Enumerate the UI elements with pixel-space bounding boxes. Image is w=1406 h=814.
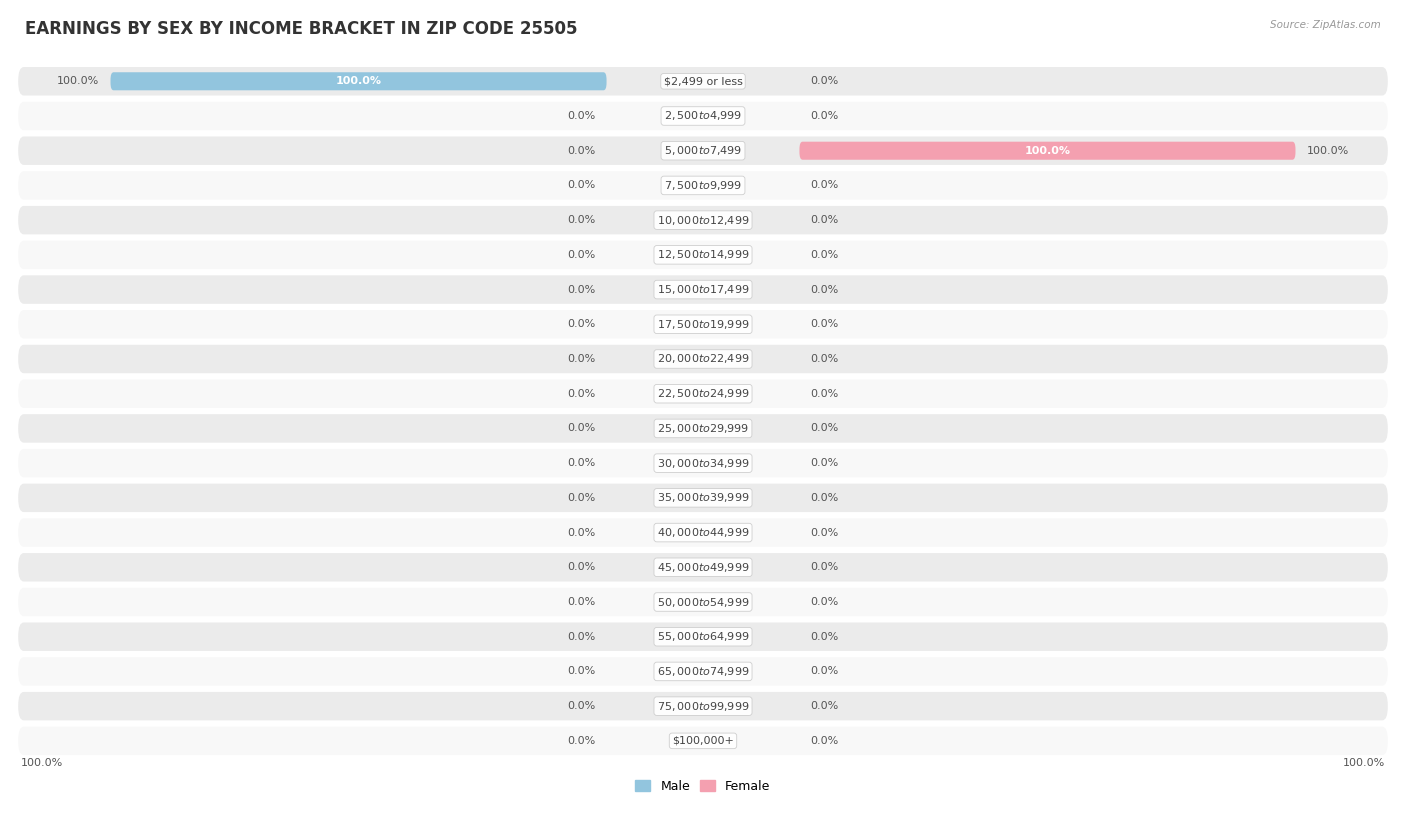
FancyBboxPatch shape xyxy=(800,142,1295,160)
Text: 0.0%: 0.0% xyxy=(567,389,596,399)
Text: $10,000 to $12,499: $10,000 to $12,499 xyxy=(657,213,749,226)
Text: 0.0%: 0.0% xyxy=(810,527,839,537)
Text: 0.0%: 0.0% xyxy=(810,319,839,330)
Text: 0.0%: 0.0% xyxy=(810,562,839,572)
FancyBboxPatch shape xyxy=(18,484,1388,512)
Text: $50,000 to $54,999: $50,000 to $54,999 xyxy=(657,596,749,609)
FancyBboxPatch shape xyxy=(18,379,1388,408)
FancyBboxPatch shape xyxy=(18,206,1388,234)
FancyBboxPatch shape xyxy=(18,275,1388,304)
FancyBboxPatch shape xyxy=(18,553,1388,581)
Text: $30,000 to $34,999: $30,000 to $34,999 xyxy=(657,457,749,470)
Text: 0.0%: 0.0% xyxy=(810,632,839,641)
Text: 0.0%: 0.0% xyxy=(810,389,839,399)
Text: 0.0%: 0.0% xyxy=(567,285,596,295)
Text: $25,000 to $29,999: $25,000 to $29,999 xyxy=(657,422,749,435)
Text: 100.0%: 100.0% xyxy=(1025,146,1070,155)
Text: 100.0%: 100.0% xyxy=(1343,759,1385,768)
Text: 0.0%: 0.0% xyxy=(810,285,839,295)
Text: 0.0%: 0.0% xyxy=(810,77,839,86)
Text: $12,500 to $14,999: $12,500 to $14,999 xyxy=(657,248,749,261)
Text: EARNINGS BY SEX BY INCOME BRACKET IN ZIP CODE 25505: EARNINGS BY SEX BY INCOME BRACKET IN ZIP… xyxy=(25,20,578,38)
Text: $22,500 to $24,999: $22,500 to $24,999 xyxy=(657,387,749,400)
Text: 0.0%: 0.0% xyxy=(567,597,596,607)
FancyBboxPatch shape xyxy=(18,519,1388,547)
FancyBboxPatch shape xyxy=(18,171,1388,199)
Text: 100.0%: 100.0% xyxy=(336,77,381,86)
Text: 0.0%: 0.0% xyxy=(567,701,596,711)
Text: 0.0%: 0.0% xyxy=(810,736,839,746)
FancyBboxPatch shape xyxy=(18,67,1388,95)
FancyBboxPatch shape xyxy=(18,414,1388,443)
Text: $5,000 to $7,499: $5,000 to $7,499 xyxy=(664,144,742,157)
FancyBboxPatch shape xyxy=(18,449,1388,477)
FancyBboxPatch shape xyxy=(18,241,1388,269)
Text: $100,000+: $100,000+ xyxy=(672,736,734,746)
FancyBboxPatch shape xyxy=(18,310,1388,339)
Text: $65,000 to $74,999: $65,000 to $74,999 xyxy=(657,665,749,678)
Text: 0.0%: 0.0% xyxy=(810,458,839,468)
Text: $15,000 to $17,499: $15,000 to $17,499 xyxy=(657,283,749,296)
Text: $2,499 or less: $2,499 or less xyxy=(664,77,742,86)
Text: 0.0%: 0.0% xyxy=(810,181,839,190)
Text: 0.0%: 0.0% xyxy=(567,319,596,330)
Text: 0.0%: 0.0% xyxy=(567,250,596,260)
Text: 0.0%: 0.0% xyxy=(567,492,596,503)
FancyBboxPatch shape xyxy=(18,623,1388,651)
FancyBboxPatch shape xyxy=(18,102,1388,130)
Text: 0.0%: 0.0% xyxy=(567,215,596,225)
Text: Source: ZipAtlas.com: Source: ZipAtlas.com xyxy=(1270,20,1381,30)
Text: 0.0%: 0.0% xyxy=(810,597,839,607)
Text: 0.0%: 0.0% xyxy=(567,111,596,121)
FancyBboxPatch shape xyxy=(18,588,1388,616)
Text: $45,000 to $49,999: $45,000 to $49,999 xyxy=(657,561,749,574)
Text: $35,000 to $39,999: $35,000 to $39,999 xyxy=(657,492,749,505)
Text: 100.0%: 100.0% xyxy=(1306,146,1348,155)
Text: 0.0%: 0.0% xyxy=(567,667,596,676)
Text: 0.0%: 0.0% xyxy=(567,458,596,468)
FancyBboxPatch shape xyxy=(18,692,1388,720)
Text: 0.0%: 0.0% xyxy=(810,215,839,225)
Text: $40,000 to $44,999: $40,000 to $44,999 xyxy=(657,526,749,539)
Text: 0.0%: 0.0% xyxy=(567,354,596,364)
FancyBboxPatch shape xyxy=(18,657,1388,685)
Text: 0.0%: 0.0% xyxy=(810,354,839,364)
Text: 0.0%: 0.0% xyxy=(810,701,839,711)
Text: 0.0%: 0.0% xyxy=(810,250,839,260)
Text: $7,500 to $9,999: $7,500 to $9,999 xyxy=(664,179,742,192)
Text: 100.0%: 100.0% xyxy=(58,77,100,86)
Text: 0.0%: 0.0% xyxy=(567,527,596,537)
Text: $2,500 to $4,999: $2,500 to $4,999 xyxy=(664,110,742,122)
Text: 0.0%: 0.0% xyxy=(810,423,839,433)
FancyBboxPatch shape xyxy=(18,137,1388,165)
Text: 0.0%: 0.0% xyxy=(567,562,596,572)
FancyBboxPatch shape xyxy=(18,727,1388,755)
Text: 0.0%: 0.0% xyxy=(810,492,839,503)
Text: 0.0%: 0.0% xyxy=(567,736,596,746)
Legend: Male, Female: Male, Female xyxy=(630,775,776,798)
Text: $55,000 to $64,999: $55,000 to $64,999 xyxy=(657,630,749,643)
Text: $75,000 to $99,999: $75,000 to $99,999 xyxy=(657,700,749,712)
Text: 0.0%: 0.0% xyxy=(567,146,596,155)
Text: 0.0%: 0.0% xyxy=(810,111,839,121)
Text: 0.0%: 0.0% xyxy=(810,667,839,676)
FancyBboxPatch shape xyxy=(18,345,1388,374)
Text: 0.0%: 0.0% xyxy=(567,181,596,190)
Text: 0.0%: 0.0% xyxy=(567,632,596,641)
Text: 100.0%: 100.0% xyxy=(21,759,63,768)
Text: $20,000 to $22,499: $20,000 to $22,499 xyxy=(657,352,749,365)
FancyBboxPatch shape xyxy=(111,72,606,90)
Text: $17,500 to $19,999: $17,500 to $19,999 xyxy=(657,317,749,330)
Text: 0.0%: 0.0% xyxy=(567,423,596,433)
